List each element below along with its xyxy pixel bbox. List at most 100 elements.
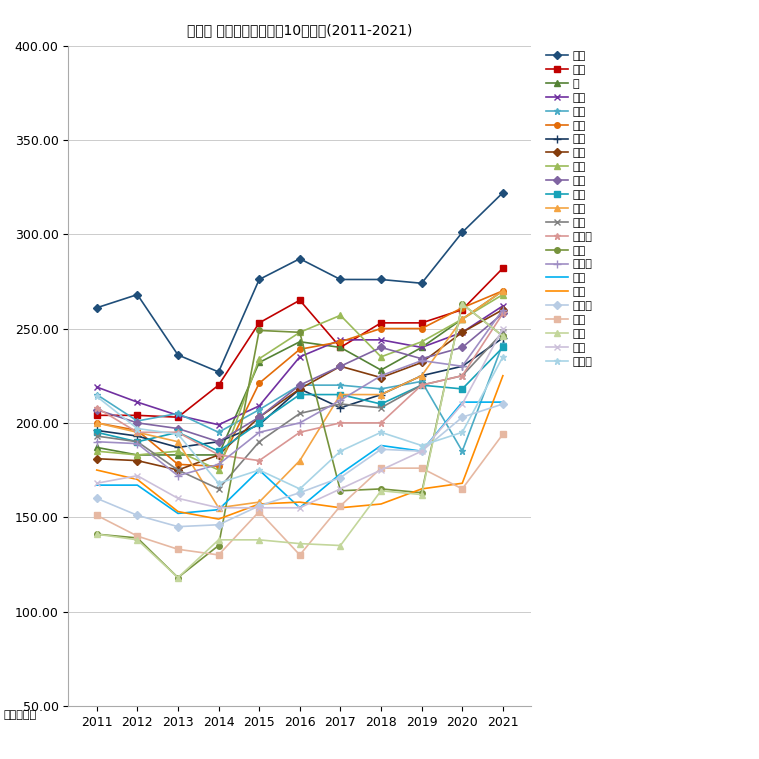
東駒形 xyxy=(376,371,386,380)
太平 xyxy=(92,304,101,313)
墨田 xyxy=(336,502,345,511)
Line: 亀沢: 亀沢 xyxy=(94,291,505,473)
Title: 墨田区 マンション坪単価10年変遷(2011-2021): 墨田区 マンション坪単価10年変遷(2011-2021) xyxy=(187,24,412,37)
江東橋 xyxy=(417,380,427,389)
東向島 xyxy=(133,511,142,520)
石原 xyxy=(214,428,223,437)
文花 xyxy=(254,465,263,474)
業平 xyxy=(254,498,263,507)
Line: 東向島: 東向島 xyxy=(94,402,505,530)
錦糸 xyxy=(458,343,467,352)
江東橋 xyxy=(376,418,386,427)
亀沢 xyxy=(254,354,263,364)
業平 xyxy=(458,314,467,323)
Line: 菊川: 菊川 xyxy=(94,307,505,473)
押上 xyxy=(499,301,508,310)
横川 xyxy=(254,326,263,335)
江東橋 xyxy=(336,418,345,427)
文花 xyxy=(173,509,182,518)
墨田 xyxy=(417,464,427,473)
吾妻橋 xyxy=(417,441,427,450)
横川 xyxy=(458,300,467,309)
菊川 xyxy=(295,384,304,393)
緑 xyxy=(376,366,386,375)
立川 xyxy=(133,411,142,420)
錦糸 xyxy=(417,354,427,364)
横川 xyxy=(133,534,142,543)
京島 xyxy=(173,428,182,437)
東向島 xyxy=(499,399,508,408)
東向島 xyxy=(254,502,263,511)
京島 xyxy=(376,399,386,408)
Line: 八広: 八広 xyxy=(93,325,506,512)
本所 xyxy=(214,461,223,471)
八広 xyxy=(173,494,182,503)
押上 xyxy=(295,352,304,361)
墨田 xyxy=(214,550,223,559)
立花 xyxy=(458,300,467,309)
Line: 業平: 業平 xyxy=(94,288,505,511)
業平 xyxy=(376,390,386,399)
東駒形 xyxy=(254,428,263,437)
緑 xyxy=(499,286,508,295)
文花 xyxy=(92,480,101,490)
亀沢 xyxy=(336,310,345,320)
江東橋 xyxy=(254,456,263,465)
石原 xyxy=(417,376,427,386)
太平 xyxy=(133,290,142,299)
横川 xyxy=(214,541,223,550)
本所 xyxy=(499,286,508,295)
太平 xyxy=(295,254,304,263)
八広 xyxy=(417,446,427,455)
亀沢 xyxy=(92,446,101,455)
立川 xyxy=(499,263,508,272)
京島 xyxy=(336,390,345,399)
Line: 千歳: 千歳 xyxy=(93,329,506,493)
本所 xyxy=(92,418,101,427)
本所 xyxy=(173,460,182,469)
千歳 xyxy=(336,399,345,408)
墨田 xyxy=(133,531,142,540)
押上 xyxy=(376,335,386,345)
太平 xyxy=(214,367,223,376)
立花 xyxy=(376,487,386,496)
東駒形 xyxy=(499,305,508,314)
東向島 xyxy=(376,445,386,454)
Line: 本所: 本所 xyxy=(94,288,505,469)
東駒形 xyxy=(417,356,427,365)
本所 xyxy=(417,324,427,333)
立川 xyxy=(92,411,101,420)
石原 xyxy=(133,417,142,426)
横川 xyxy=(173,573,182,582)
業平 xyxy=(295,456,304,465)
向島 xyxy=(295,498,304,507)
亀沢 xyxy=(295,328,304,337)
文花 xyxy=(336,469,345,478)
Line: 石原: 石原 xyxy=(93,340,506,455)
立花 xyxy=(133,535,142,544)
押上 xyxy=(173,411,182,420)
吾妻橋 xyxy=(92,392,101,401)
緑 xyxy=(417,343,427,352)
緑 xyxy=(295,337,304,346)
江東橋 xyxy=(133,428,142,437)
菊川 xyxy=(458,328,467,337)
緑 xyxy=(254,358,263,367)
八広 xyxy=(92,479,101,488)
東駒形 xyxy=(173,471,182,480)
墨田 xyxy=(92,511,101,520)
文花 xyxy=(417,446,427,455)
太平 xyxy=(417,279,427,288)
立花 xyxy=(417,490,427,499)
押上 xyxy=(214,420,223,430)
東向島 xyxy=(417,446,427,455)
千歳 xyxy=(499,328,508,337)
錦糸 xyxy=(92,405,101,414)
千歳 xyxy=(376,403,386,412)
墨田 xyxy=(173,545,182,554)
立川 xyxy=(376,318,386,327)
立花 xyxy=(295,539,304,548)
吾妻橋 xyxy=(376,428,386,437)
文花 xyxy=(295,503,304,512)
江東橋 xyxy=(499,309,508,318)
